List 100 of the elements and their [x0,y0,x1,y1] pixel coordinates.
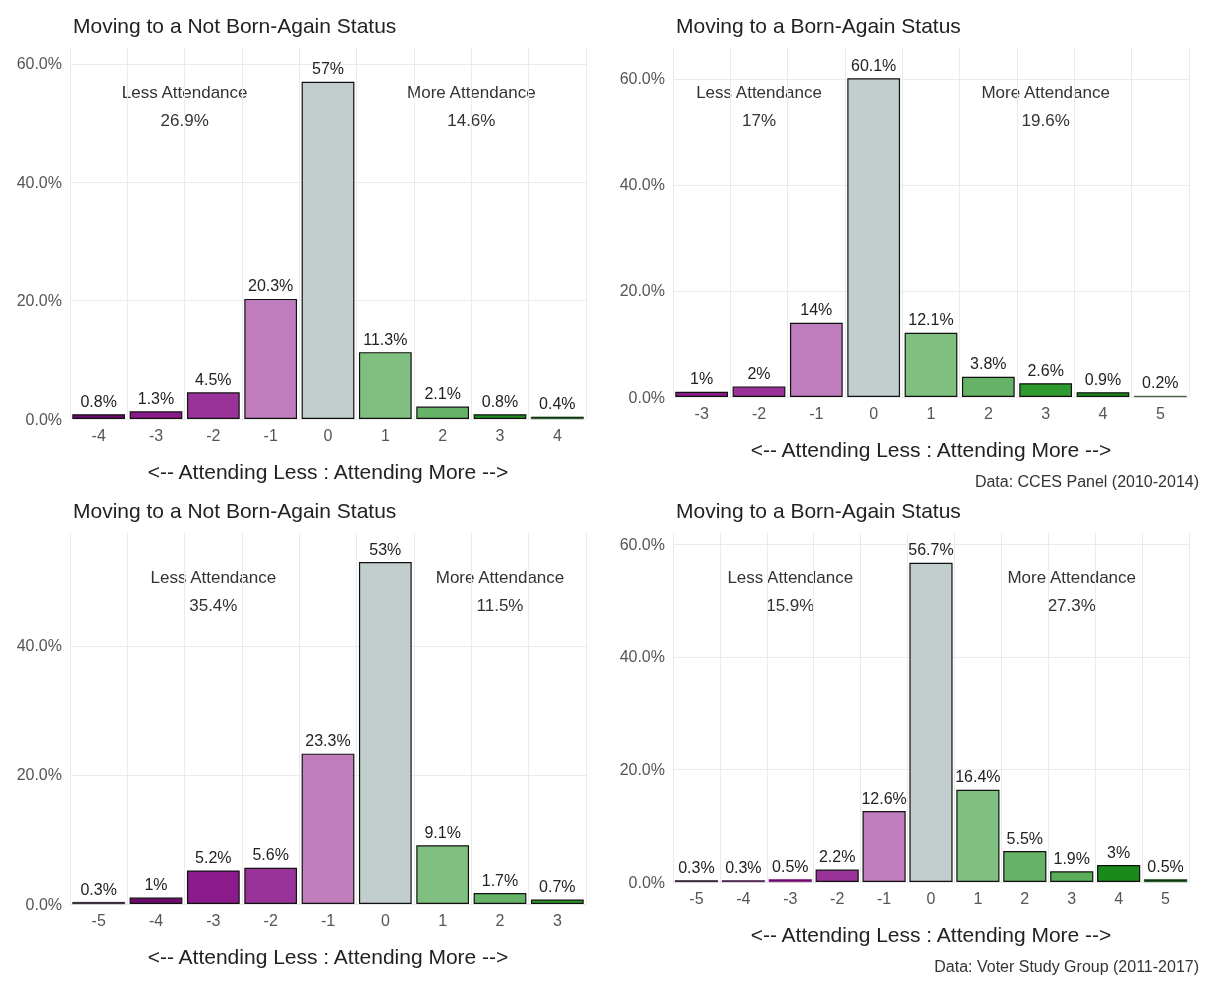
bar [1097,865,1141,882]
data-label: 0.3% [80,880,117,898]
x-tick-label: 0 [323,426,333,444]
x-tick-label: 4 [552,426,562,444]
data-label: 9.1% [424,823,461,841]
x-tick-label: -1 [320,911,336,929]
x-tick-label: 2 [1020,889,1030,907]
bar [789,322,843,397]
data-label: 57% [311,60,345,78]
x-tick-label: -2 [263,911,278,929]
data-label: 1% [690,370,714,388]
x-tick-label: -4 [91,426,106,444]
x-tick-label: 1 [438,911,448,929]
bar [129,897,183,904]
x-tick-label: 2 [438,426,448,444]
y-tick-label: 0.0% [628,873,665,891]
data-label: 5.5% [1006,829,1044,847]
bar [301,753,355,904]
data-label: 16.4% [955,768,1001,786]
data-label: 14% [800,301,833,319]
data-label: 11.3% [363,330,408,348]
x-tick-label: 4 [1114,889,1124,907]
data-label: 1.3% [137,389,175,407]
bar [1076,392,1130,397]
x-tick-label: 3 [1067,889,1077,907]
chart-title: Moving to a Born-Again Status [676,14,961,37]
x-tick-label: -3 [694,404,709,422]
bar [186,870,240,904]
x-tick-label: -5 [91,911,106,929]
text: Data: CCES Panel (2010-2014) [974,472,1199,490]
bar [961,376,1015,397]
y-tick-label: 20.0% [16,292,62,310]
x-tick-label: 3 [1041,404,1051,422]
data-label: 60.1% [850,56,897,74]
bar [358,562,412,904]
bar [129,411,183,419]
y-tick-label: 60.0% [619,70,665,88]
annotation: Less Attendance 17% [696,82,822,130]
data-label: 0.9% [1084,370,1122,388]
x-tick-label: -2 [751,404,767,422]
data-label: 3% [1107,843,1131,861]
annotation: Less Attendance 15.9% [727,567,854,615]
x-tick-label: 5 [1161,889,1171,907]
annotation: More Attendance 27.3% [1007,567,1136,615]
data-label: 2% [747,364,771,382]
annotation: More Attendance 14.6% [407,82,536,130]
bar [473,893,527,904]
data-label: 0.8% [481,392,519,410]
data-label: 0.5% [1147,857,1184,875]
data-label: 0.3% [725,858,762,876]
annotation: More Attendance 11.5% [435,567,565,615]
data-label: 20.3% [247,277,294,295]
data-label: 12.6% [861,789,907,807]
bar [1050,871,1094,882]
x-tick-label: -1 [263,426,278,444]
x-tick-label: 0 [380,911,390,929]
x-tick-label: 2 [983,404,993,422]
bar [416,845,470,904]
data-label: 4.5% [195,370,232,388]
annotation: Less Attendance 26.9% [121,82,248,130]
x-tick-label: -3 [148,426,164,444]
data-label: 53% [369,540,402,558]
data-label: 2.6% [1027,361,1064,379]
bar [1019,383,1073,397]
data-label: 2.2% [818,848,856,866]
x-tick-label: -4 [148,911,164,929]
bar [186,392,240,419]
y-tick-label: 0.0% [628,388,665,406]
bar [301,81,355,419]
x-tick-label: 1 [973,889,983,907]
data-label: 1.9% [1053,849,1090,867]
x-tick-label: 0 [869,404,879,422]
chart-title: Moving to a Not Born-Again Status [73,14,397,37]
x-tick-label: 4 [1098,404,1108,422]
bar [530,899,584,904]
data-label: 0.8% [80,392,117,410]
data-label: 0.2% [1142,374,1179,392]
bar [473,414,527,419]
y-tick-label: 40.0% [16,173,62,191]
x-tick-label: 3 [495,426,505,444]
bar [244,867,298,904]
bar [416,406,470,419]
x-tick-label: 5 [1155,404,1165,422]
y-tick-label: 60.0% [619,535,665,553]
annotation: More Attendance 19.6% [981,82,1110,130]
x-tick-label: 0 [926,889,936,907]
data-label: 5.2% [195,848,232,866]
bar [244,298,298,419]
bar [862,811,906,882]
x-axis-title: <-- Attending Less : Attending More --> [147,945,509,968]
data-label: 23.3% [305,732,351,750]
data-label: 0.3% [678,858,715,876]
x-tick-label: 2 [495,911,505,929]
bar [847,78,901,397]
x-tick-label: -2 [206,426,221,444]
x-tick-label: -1 [809,404,824,422]
data-label: 1% [144,876,168,894]
y-tick-label: 60.0% [16,55,62,73]
bar [904,332,958,397]
y-tick-label: 40.0% [619,176,665,194]
